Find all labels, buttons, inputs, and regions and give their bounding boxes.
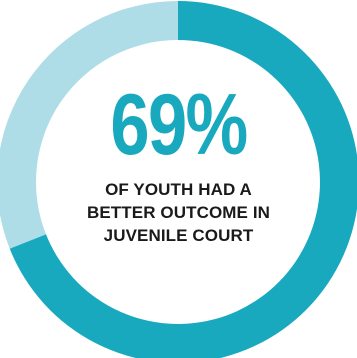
donut-slice-2 [0, 1, 178, 249]
caption-line-2: BETTER OUTCOME IN [86, 203, 271, 222]
caption-line-3: JUVENILE COURT [103, 226, 254, 245]
center-caption: OF YOUTH HAD A BETTER OUTCOME IN JUVENIL… [50, 178, 307, 247]
center-text: 69% OF YOUTH HAD A BETTER OUTCOME IN JUV… [50, 80, 307, 247]
center-value: 69% [110, 77, 248, 173]
caption-line-1: OF YOUTH HAD A [105, 180, 252, 199]
